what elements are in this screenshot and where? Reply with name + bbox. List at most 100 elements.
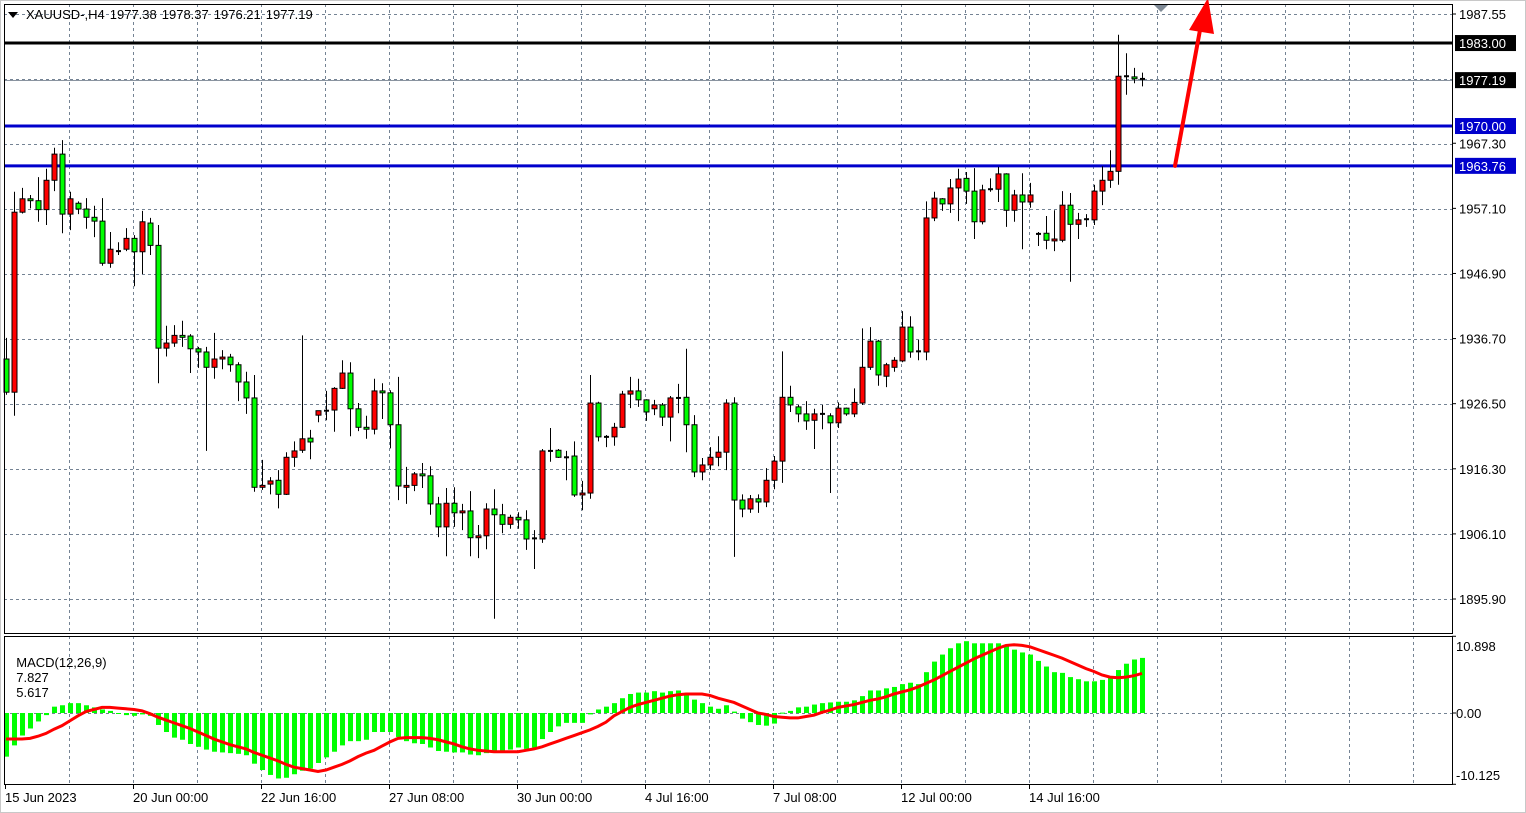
candle-body xyxy=(291,450,298,458)
candle xyxy=(195,346,202,368)
candle xyxy=(763,468,770,508)
macd-histogram-bar xyxy=(828,702,833,713)
macd-histogram-bar xyxy=(1084,681,1089,713)
candle xyxy=(1011,189,1018,222)
candle xyxy=(1091,184,1098,225)
candle-body xyxy=(131,237,138,253)
candle xyxy=(1124,53,1129,95)
price-axis-label: 1957.10 xyxy=(1459,201,1506,216)
candle xyxy=(1099,166,1106,206)
candle xyxy=(835,402,842,428)
macd-histogram-bar xyxy=(308,713,313,769)
date-axis-label: 14 Jul 16:00 xyxy=(1029,790,1100,805)
candle xyxy=(275,470,282,509)
candle xyxy=(627,376,634,409)
macd-histogram-bar xyxy=(1100,679,1105,713)
macd-histogram-bar xyxy=(1076,679,1081,713)
candle xyxy=(931,191,938,222)
macd-histogram-bar xyxy=(668,691,673,713)
candle-body xyxy=(643,399,650,413)
price-axis-label: 1916.30 xyxy=(1459,462,1506,477)
macd-histogram-bar xyxy=(580,713,585,723)
macd-histogram-bar xyxy=(940,654,945,713)
candle-body xyxy=(859,366,866,404)
macd-histogram-bar xyxy=(340,713,345,746)
macd-histogram-bar xyxy=(204,713,209,750)
candle-body xyxy=(371,390,378,430)
macd-histogram-bar xyxy=(1044,666,1049,713)
candle xyxy=(723,399,730,471)
macd-histogram-bar xyxy=(60,705,65,713)
candle xyxy=(747,494,754,513)
candle xyxy=(787,385,794,412)
candle xyxy=(1027,182,1034,208)
candle-body xyxy=(419,473,426,477)
horizontal-levels[interactable] xyxy=(4,41,1452,168)
chart-header: XAUUSD-,H4 1977.38 1978.37 1976.21 1977.… xyxy=(8,7,318,22)
macd-histogram-bar xyxy=(564,713,569,723)
candle-body xyxy=(667,397,674,418)
macd-histogram-bar xyxy=(484,713,489,754)
date-axis-label: 30 Jun 00:00 xyxy=(517,790,592,805)
macd-histogram-bar xyxy=(12,713,17,746)
price-axis-label: 1895.90 xyxy=(1459,592,1506,607)
candle xyxy=(907,316,914,358)
candle xyxy=(379,383,386,420)
candle-body xyxy=(1059,204,1066,241)
candle xyxy=(604,434,609,448)
candle xyxy=(443,487,450,557)
level-label-1983: 1983.00 xyxy=(1459,36,1506,51)
candle-body xyxy=(35,200,42,211)
macd-histogram-bar xyxy=(652,691,657,713)
candle-body xyxy=(283,456,290,495)
candle-body xyxy=(691,424,698,473)
macd-histogram-bar xyxy=(964,641,969,713)
candle-body xyxy=(403,484,410,488)
candle xyxy=(643,399,650,421)
candle-body xyxy=(707,456,714,466)
candle xyxy=(211,332,218,379)
macd-histogram-bar xyxy=(1108,677,1113,713)
candle xyxy=(1019,173,1026,250)
macd-axis-label: -10.125 xyxy=(1456,768,1500,783)
up-arrow-shaft xyxy=(1173,28,1202,168)
candle-body xyxy=(1091,190,1098,221)
macd-histogram-bar xyxy=(900,684,905,713)
macd-histogram-bar xyxy=(332,713,337,752)
candle-body xyxy=(699,464,706,473)
candle-body xyxy=(883,364,890,377)
candle xyxy=(827,413,834,494)
candle xyxy=(203,346,210,451)
panel-borders xyxy=(4,4,1453,785)
macd-histogram-bar xyxy=(1092,681,1097,713)
macd-panel-border xyxy=(4,636,1453,785)
candle-body xyxy=(1003,173,1010,211)
candle-body xyxy=(875,340,882,376)
macd-histogram-bar xyxy=(684,693,689,713)
candle xyxy=(899,311,906,363)
dropdown-triangle-icon[interactable] xyxy=(8,11,18,18)
candle xyxy=(324,390,329,421)
candle xyxy=(227,353,234,372)
candle-body xyxy=(979,189,986,223)
candle xyxy=(315,410,322,423)
macd-signal-line xyxy=(6,643,1143,773)
macd-histogram-bar xyxy=(988,643,993,713)
candle-body xyxy=(99,220,106,264)
chart-shift-marker-icon[interactable] xyxy=(1154,5,1168,12)
macd-histogram-bar xyxy=(820,703,825,713)
candle-body xyxy=(299,438,306,451)
macd-histogram-bar xyxy=(276,713,281,779)
candle xyxy=(116,242,121,255)
candle xyxy=(11,191,18,416)
candle xyxy=(491,489,498,619)
candle-body xyxy=(243,381,250,399)
candle-body xyxy=(1011,194,1018,211)
candle xyxy=(467,491,474,557)
current-price-label-box xyxy=(1455,72,1516,89)
candle-body xyxy=(755,498,762,503)
candle-body xyxy=(907,326,914,353)
macd-histogram-bar xyxy=(708,706,713,713)
candle xyxy=(19,187,26,214)
